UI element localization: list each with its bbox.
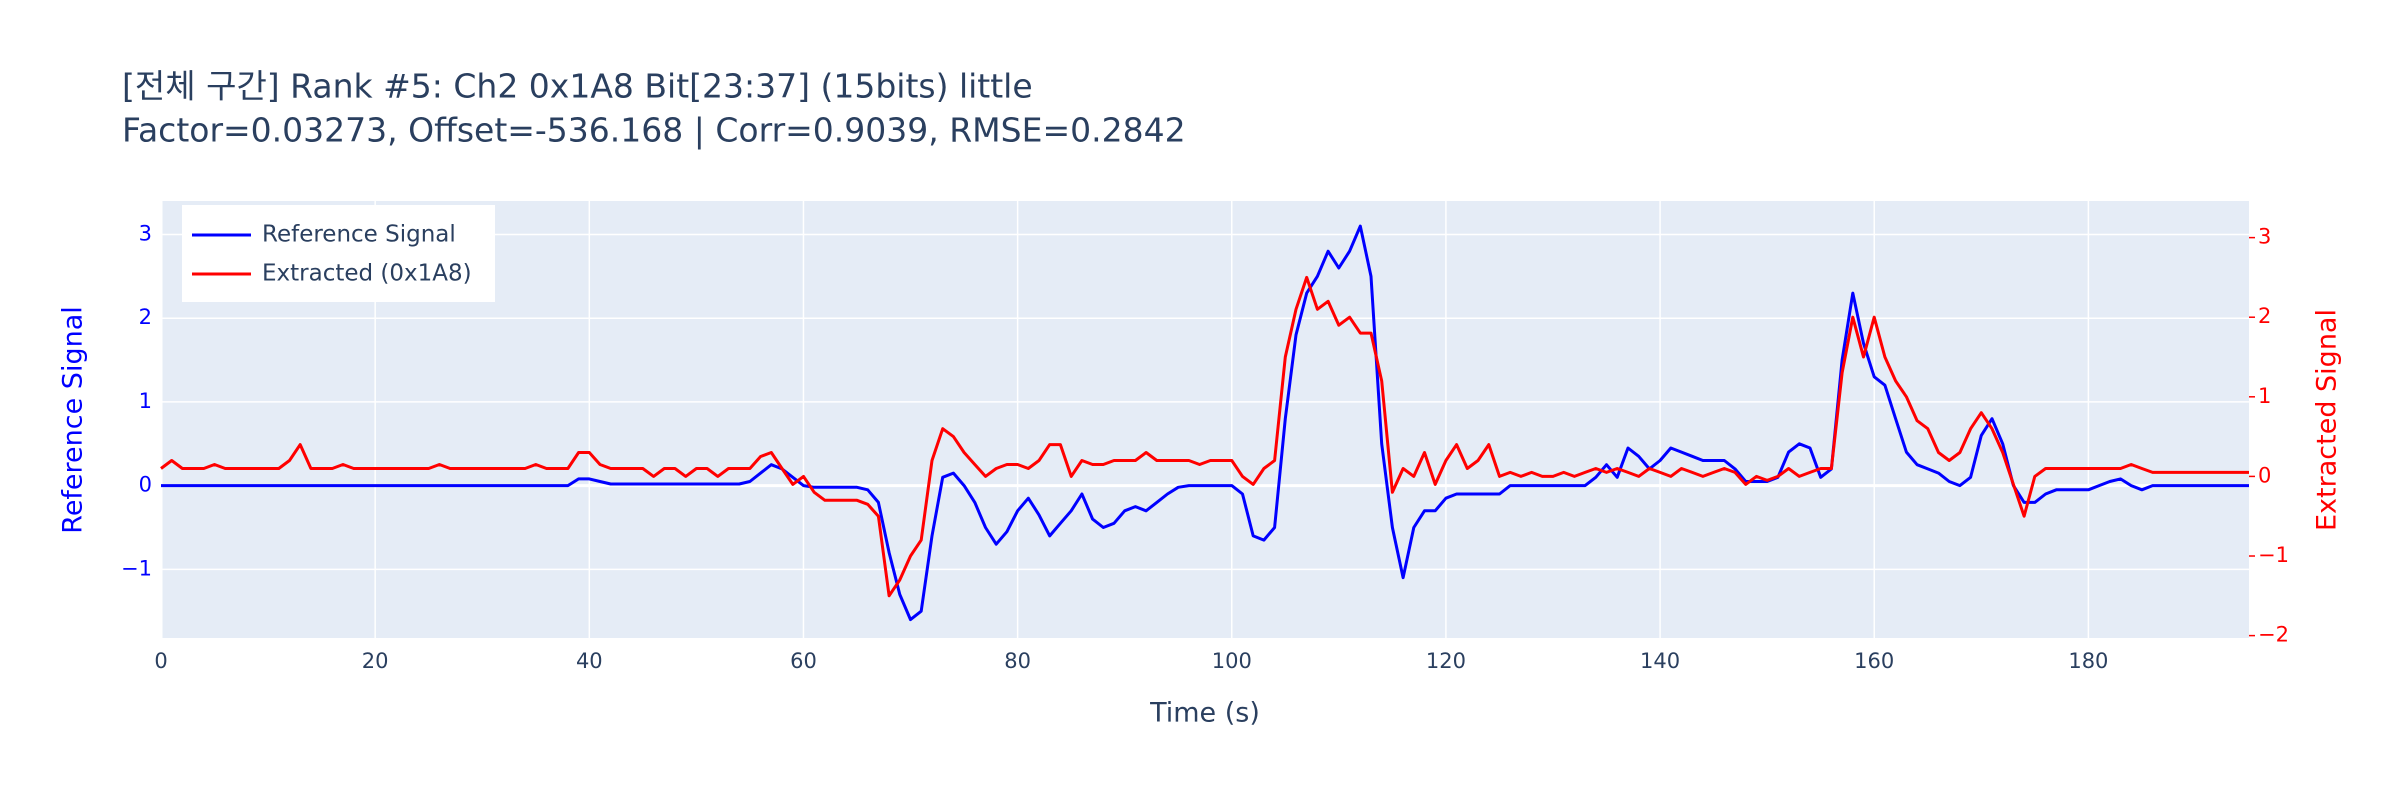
y2-tick-label: 3 bbox=[2258, 225, 2271, 249]
y2-tick-label: −1 bbox=[2258, 543, 2289, 567]
chart-subtitle: Factor=0.03273, Offset=-536.168 | Corr=0… bbox=[122, 111, 1186, 150]
y2-tick-label: 2 bbox=[2258, 304, 2271, 328]
x-tick-label: 120 bbox=[1426, 649, 1466, 673]
y-tick-label: 3 bbox=[139, 221, 152, 245]
y2-tick-label: 0 bbox=[2258, 463, 2271, 487]
legend-label: Extracted (0x1A8) bbox=[262, 261, 472, 287]
data-line bbox=[160, 275, 2249, 598]
chart-title: [전체 구간] Rank #5: Ch2 0x1A8 Bit[23:37] (1… bbox=[122, 67, 1033, 106]
y2-axis-title: Extracted Signal bbox=[2312, 309, 2343, 531]
y2-tick-label: 1 bbox=[2258, 384, 2271, 408]
x-tick-label: 40 bbox=[576, 649, 603, 673]
data-line bbox=[161, 224, 2249, 622]
x-tick-label: 180 bbox=[2068, 649, 2108, 673]
x-tick-label: 80 bbox=[1004, 649, 1031, 673]
legend-box bbox=[182, 205, 495, 302]
y-tick-label: −1 bbox=[121, 556, 152, 580]
plot-area bbox=[161, 201, 2249, 638]
x-tick-label: 100 bbox=[1212, 649, 1252, 673]
x-tick-label: 0 bbox=[154, 649, 167, 673]
y-tick-label: 2 bbox=[139, 305, 152, 329]
x-axis-title: Time (s) bbox=[1149, 698, 1260, 729]
x-tick-label: 60 bbox=[790, 649, 817, 673]
y-tick-label: 1 bbox=[139, 389, 152, 413]
legend-label: Reference Signal bbox=[262, 222, 456, 248]
y2-tick-label: −2 bbox=[2258, 623, 2289, 647]
x-tick-label: 20 bbox=[362, 649, 389, 673]
x-tick-label: 140 bbox=[1640, 649, 1680, 673]
x-tick-label: 160 bbox=[1854, 649, 1894, 673]
y-tick-label: 0 bbox=[139, 473, 152, 497]
y-axis-title: Reference Signal bbox=[58, 306, 89, 533]
